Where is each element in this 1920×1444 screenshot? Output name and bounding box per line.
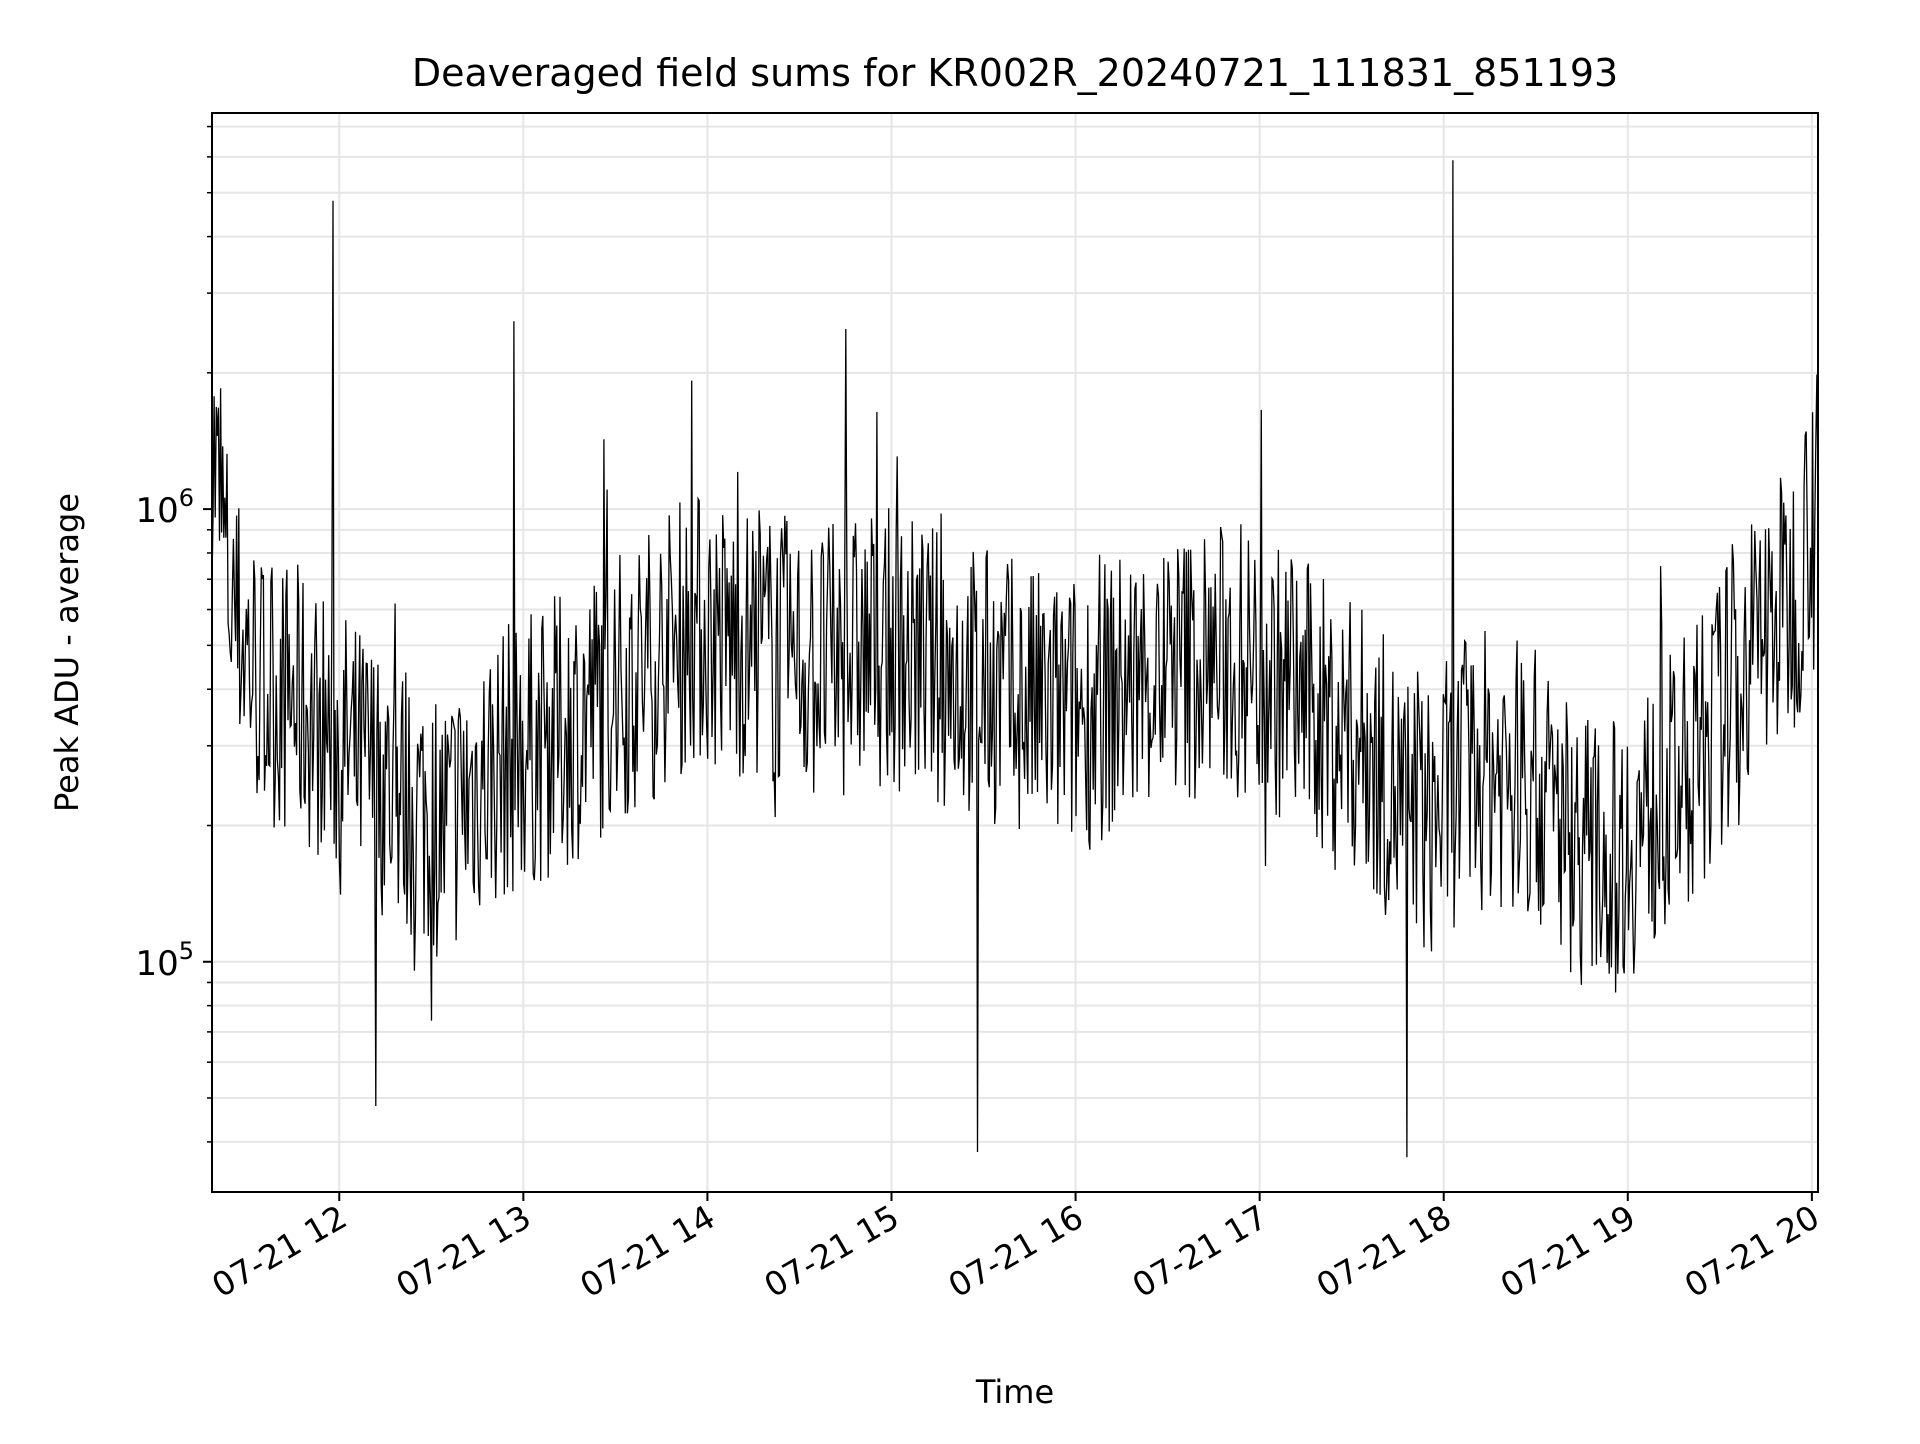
- y-axis-label: Peak ADU - average: [48, 493, 86, 812]
- x-axis-label: Time: [975, 1373, 1054, 1411]
- grid-layer: [212, 113, 1818, 1192]
- data-layer: [211, 160, 1819, 1158]
- y-tick-exponent: 6: [179, 484, 194, 512]
- y-tick-exponent: 5: [179, 937, 194, 965]
- chart-title: Deaveraged field sums for KR002R_2024072…: [412, 51, 1618, 95]
- series-line: [211, 160, 1819, 1158]
- plot-frame: [211, 112, 1819, 1193]
- y-tick-label: 106: [135, 484, 194, 531]
